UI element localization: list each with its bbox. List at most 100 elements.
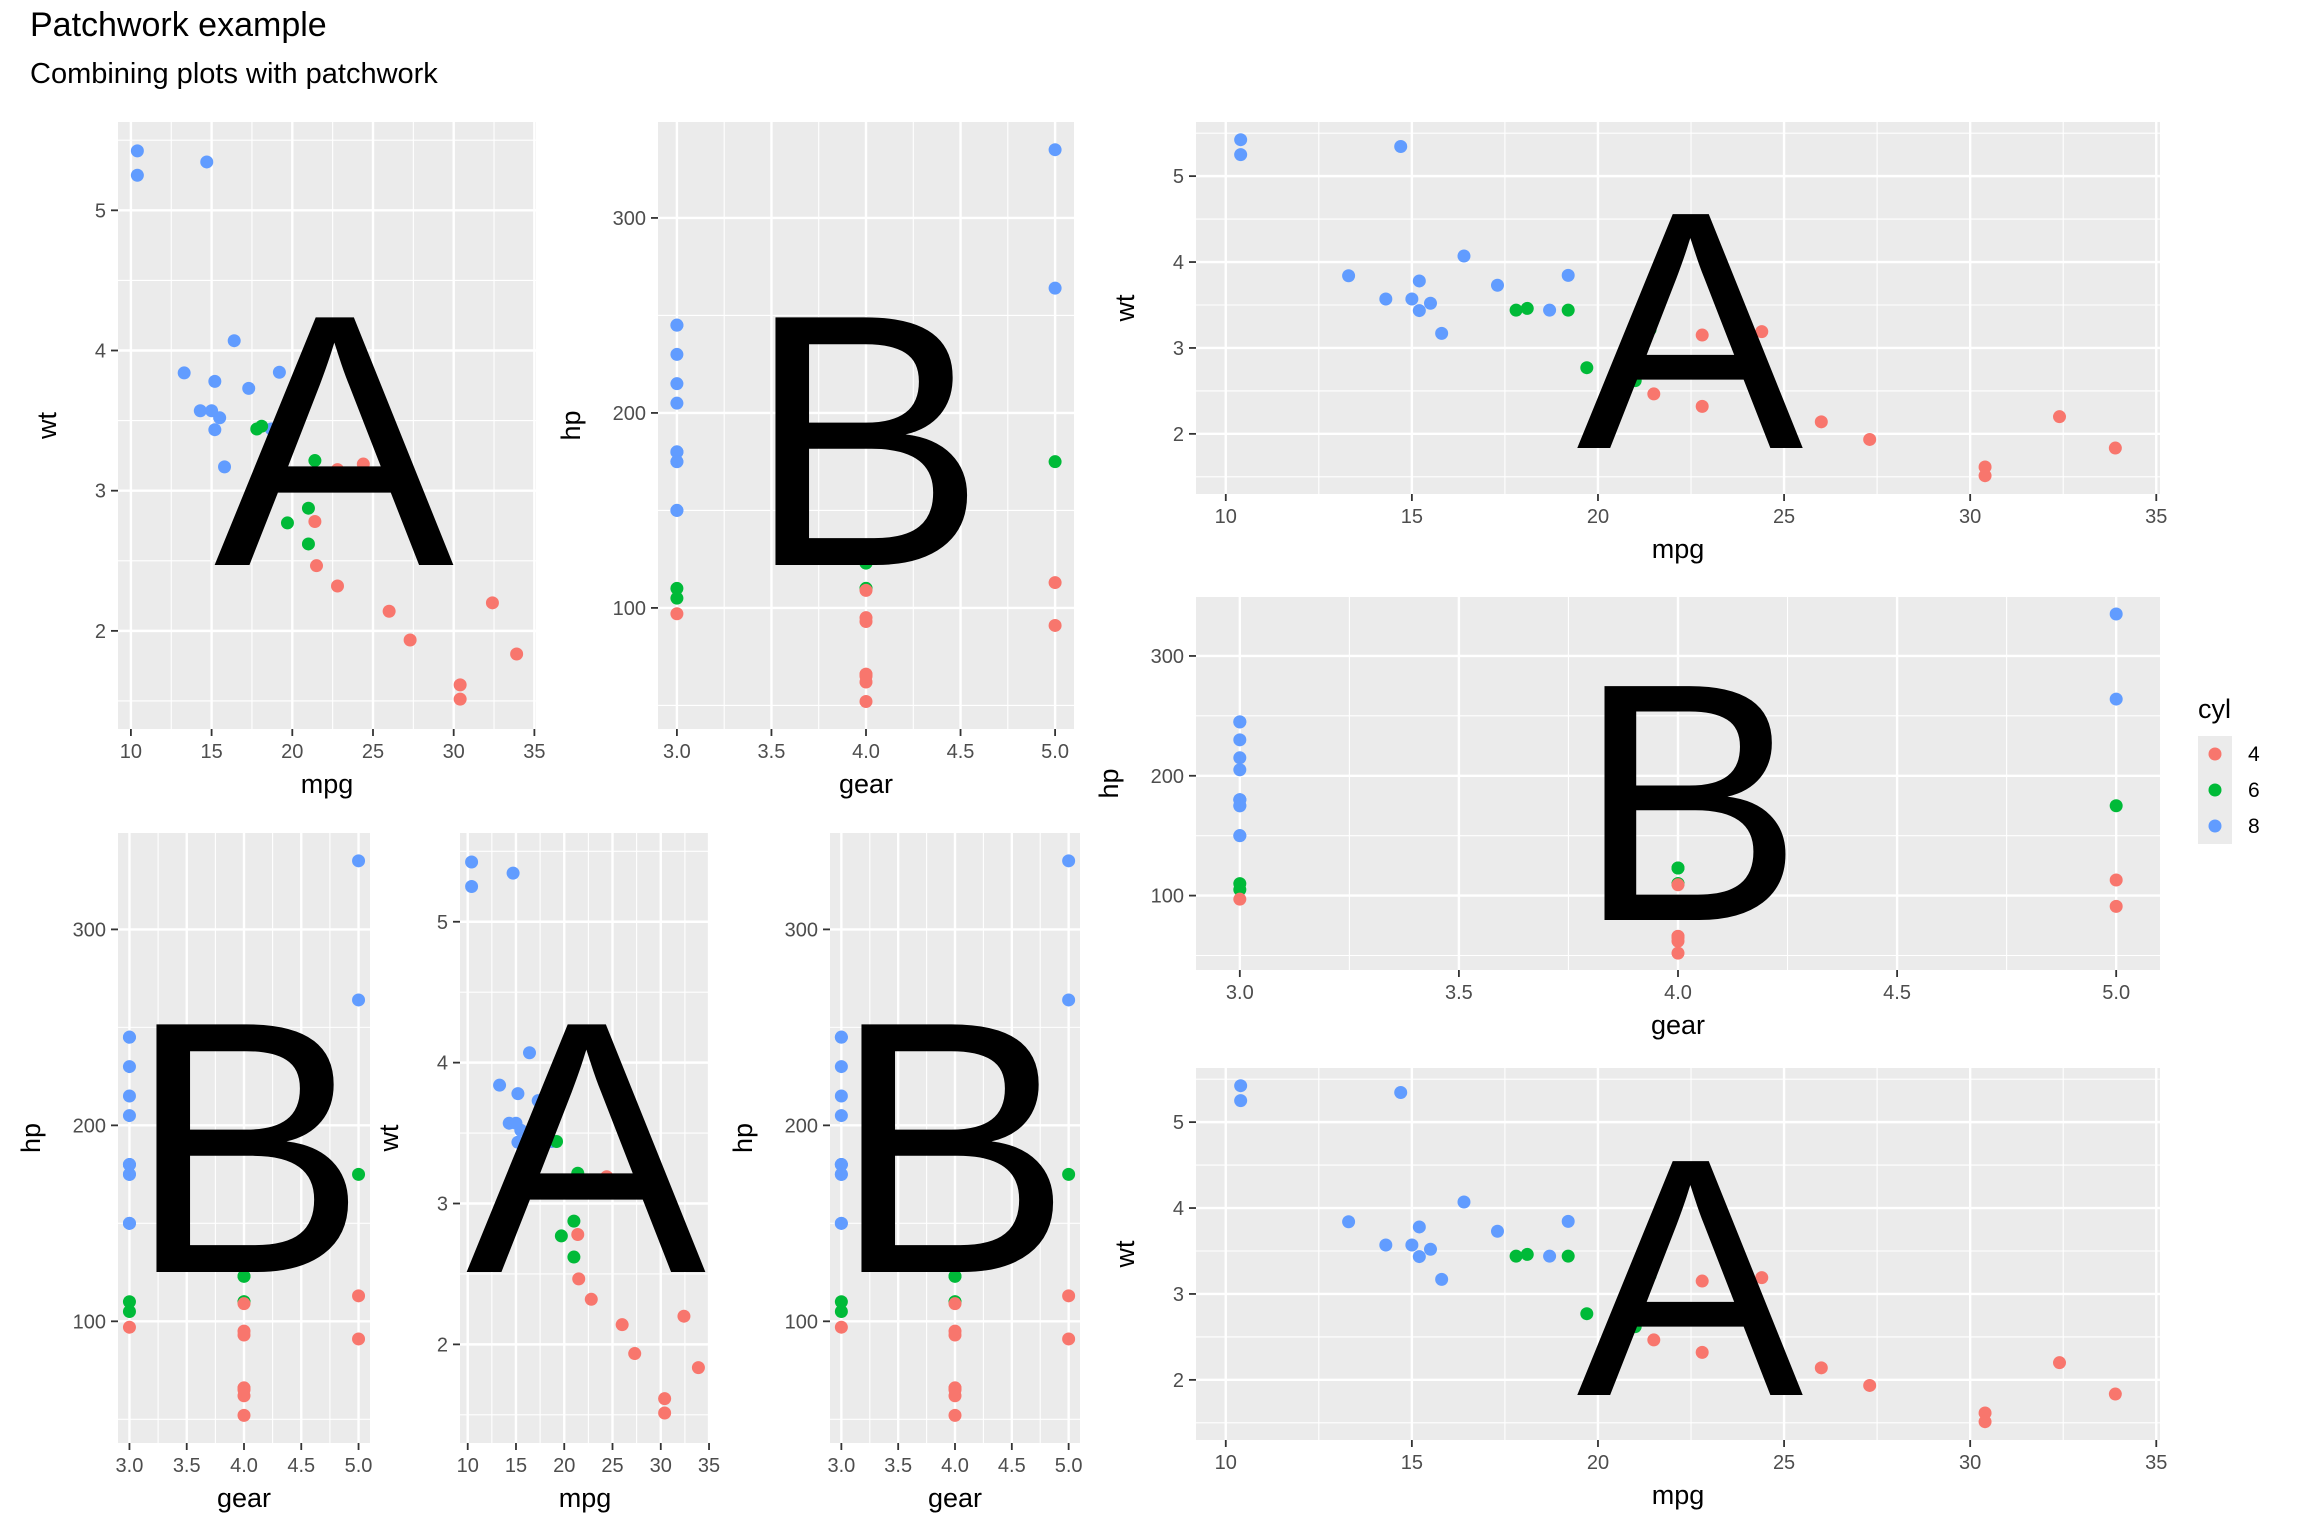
x-tick-label: 15 [1401,1452,1423,1474]
data-point [352,1332,366,1346]
x-axis-title: gear [839,769,893,799]
data-point [1647,387,1661,401]
data-point [658,1392,672,1406]
x-tick-label: 3.0 [1226,982,1254,1004]
x-tick-label: 5.0 [345,1455,373,1477]
data-point [356,457,370,471]
data-point [301,537,315,551]
data-point [1978,469,1992,483]
y-tick-label: 3 [95,481,106,503]
y-axis-title: wt [374,1124,404,1152]
y-tick-label: 200 [1151,766,1184,788]
y-tick-label: 100 [785,1311,818,1333]
data-point [1671,878,1685,892]
data-point [1435,326,1449,340]
data-point [1233,715,1247,729]
data-point [948,1297,962,1311]
data-point [834,1158,848,1172]
data-point [1580,1307,1594,1321]
x-tick-label: 4.0 [230,1455,258,1477]
data-point [1978,1415,1992,1429]
x-tick-label: 5.0 [1041,741,1069,763]
data-point [1394,139,1408,153]
plot-tag-a: A [466,947,708,1349]
panel-background [460,833,710,1443]
data-point [122,1158,136,1172]
data-point [834,1060,848,1074]
y-tick-label: 300 [613,208,646,230]
page-title: Patchwork example [30,6,327,44]
data-point [834,1305,848,1319]
data-point [272,422,286,436]
y-axis-title: wt [32,412,62,440]
x-tick-label: 20 [553,1455,575,1477]
x-tick-label: 5.0 [1055,1455,1083,1477]
data-point [352,1167,366,1181]
data-point [670,396,684,410]
data-point [670,347,684,361]
data-point [1647,1333,1661,1347]
data-point [1412,274,1426,288]
data-point [1394,1085,1408,1099]
x-tick-label: 25 [362,741,384,763]
page-subtitle: Combining plots with patchwork [30,58,438,90]
data-point [1628,352,1642,366]
data-point [2109,899,2123,913]
data-point [1048,618,1062,632]
data-point [1457,1195,1471,1209]
data-point [584,1292,598,1306]
panel-background [1196,122,2160,494]
data-point [600,1170,614,1184]
data-point [567,1214,581,1228]
x-tick-label: 30 [443,741,465,763]
data-point [453,692,467,706]
data-point [200,155,214,169]
data-point [177,366,191,380]
data-point [1490,278,1504,292]
y-tick-label: 5 [437,912,448,934]
data-point [1233,733,1247,747]
x-tick-label: 15 [200,741,222,763]
data-point [1233,763,1247,777]
data-point [1490,1224,1504,1238]
data-point [130,144,144,158]
data-point [1509,1249,1523,1263]
data-point [122,1216,136,1230]
data-point [272,365,286,379]
data-point [250,422,264,436]
data-point [859,611,873,625]
legend-label-6: 6 [2248,779,2260,802]
data-point [465,880,479,894]
y-axis-title: wt [1110,294,1140,322]
data-point [2053,1356,2067,1370]
data-point [658,1406,672,1420]
data-point [834,1089,848,1103]
y-tick-label: 5 [1173,166,1184,188]
y-tick-label: 300 [1151,646,1184,668]
data-point [122,1305,136,1319]
data-point [536,1135,550,1149]
y-tick-label: 4 [1173,252,1184,274]
data-point [1062,1167,1076,1181]
x-tick-label: 4.5 [287,1455,315,1477]
data-point [1405,1238,1419,1252]
data-point [1233,883,1247,897]
data-point [1643,1268,1657,1282]
data-point [237,1269,251,1283]
data-point [352,854,366,868]
data-point [628,1347,642,1361]
data-point [1561,1249,1575,1263]
data-point [510,647,524,661]
data-point [465,855,479,869]
data-point [1671,929,1685,943]
data-point [493,1078,507,1092]
data-point [859,583,873,597]
data-point [1233,829,1247,843]
x-tick-label: 35 [698,1455,720,1477]
data-point [122,1320,136,1334]
x-tick-label: 15 [1401,506,1423,528]
y-tick-label: 2 [1173,1370,1184,1392]
data-point [1412,1220,1426,1234]
data-point [382,604,396,618]
x-tick-label: 25 [1773,506,1795,528]
